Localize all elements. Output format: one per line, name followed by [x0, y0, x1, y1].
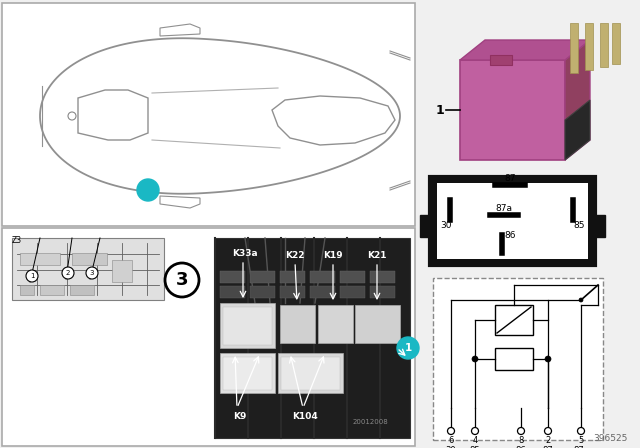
Bar — [310, 286, 335, 298]
Bar — [278, 353, 343, 393]
Text: K21: K21 — [367, 250, 387, 259]
Bar — [20, 285, 34, 295]
Bar — [600, 23, 608, 67]
Circle shape — [165, 263, 199, 297]
Text: 85: 85 — [470, 445, 480, 448]
Bar — [355, 305, 400, 343]
Bar — [220, 271, 245, 283]
Bar — [220, 353, 275, 393]
Circle shape — [62, 267, 74, 279]
Text: 30: 30 — [445, 445, 456, 448]
Bar — [585, 23, 593, 70]
Bar — [280, 271, 305, 283]
Text: 3: 3 — [90, 270, 94, 276]
Bar — [112, 260, 132, 282]
Circle shape — [26, 270, 38, 282]
Polygon shape — [160, 196, 200, 208]
Text: 2: 2 — [545, 435, 550, 444]
Text: 6: 6 — [448, 435, 454, 444]
Circle shape — [545, 356, 551, 362]
Text: 8: 8 — [518, 435, 524, 444]
Bar — [12, 238, 164, 300]
Bar — [280, 286, 305, 298]
Text: 396525: 396525 — [594, 434, 628, 443]
Text: K22: K22 — [285, 250, 305, 259]
Polygon shape — [272, 96, 395, 145]
Text: 87a: 87a — [573, 445, 589, 448]
Bar — [70, 285, 94, 295]
Text: 87a: 87a — [495, 203, 513, 212]
Text: K33a: K33a — [232, 249, 258, 258]
Circle shape — [86, 267, 98, 279]
Text: K19: K19 — [323, 250, 343, 259]
Text: 20012008: 20012008 — [352, 419, 388, 425]
Bar — [2, 228, 415, 446]
Text: Z3: Z3 — [12, 236, 22, 245]
Text: 3: 3 — [176, 271, 188, 289]
Bar — [223, 357, 272, 390]
Text: 4: 4 — [472, 435, 477, 444]
Bar — [340, 271, 365, 283]
Circle shape — [472, 356, 478, 362]
Bar — [490, 55, 512, 65]
Bar — [220, 286, 245, 298]
Bar — [281, 357, 340, 390]
Circle shape — [545, 427, 552, 435]
Text: 1: 1 — [404, 343, 412, 353]
Text: 30: 30 — [440, 220, 452, 229]
Text: 1: 1 — [29, 273, 35, 279]
Bar — [280, 305, 315, 343]
Polygon shape — [460, 40, 590, 60]
Polygon shape — [160, 24, 200, 36]
Text: 2: 2 — [66, 270, 70, 276]
Polygon shape — [565, 40, 590, 160]
Bar — [250, 286, 275, 298]
Polygon shape — [40, 38, 400, 194]
Bar — [612, 23, 620, 64]
Bar — [570, 23, 578, 73]
Circle shape — [137, 179, 159, 201]
Bar — [370, 286, 395, 298]
Text: 87: 87 — [543, 445, 554, 448]
Bar — [460, 60, 565, 160]
Text: 85: 85 — [573, 220, 585, 229]
Circle shape — [579, 298, 583, 302]
Text: 1: 1 — [144, 185, 152, 195]
Bar — [220, 303, 275, 348]
Bar — [215, 238, 410, 438]
Bar — [223, 307, 272, 345]
Circle shape — [472, 427, 479, 435]
Bar — [318, 305, 353, 343]
Text: 86: 86 — [504, 231, 516, 240]
Bar — [370, 271, 395, 283]
Text: 87: 87 — [504, 173, 516, 182]
Bar — [250, 271, 275, 283]
Bar — [310, 271, 335, 283]
Bar — [433, 278, 603, 440]
Circle shape — [577, 427, 584, 435]
Bar — [592, 215, 605, 237]
Bar — [40, 285, 64, 295]
Polygon shape — [565, 100, 590, 160]
Bar — [495, 305, 533, 335]
Bar — [430, 177, 595, 265]
Text: 5: 5 — [579, 435, 584, 444]
Polygon shape — [78, 90, 148, 140]
Circle shape — [397, 337, 419, 359]
Bar — [420, 215, 433, 237]
Bar — [2, 3, 415, 226]
Bar — [72, 253, 107, 265]
Bar — [437, 183, 588, 259]
Circle shape — [447, 427, 454, 435]
Text: 1: 1 — [436, 103, 444, 116]
Text: K104: K104 — [292, 412, 318, 421]
Circle shape — [68, 112, 76, 120]
Bar — [495, 348, 533, 370]
Bar — [20, 253, 60, 265]
Text: K9: K9 — [234, 412, 246, 421]
Text: 86: 86 — [516, 445, 526, 448]
Bar — [340, 286, 365, 298]
Circle shape — [518, 427, 525, 435]
